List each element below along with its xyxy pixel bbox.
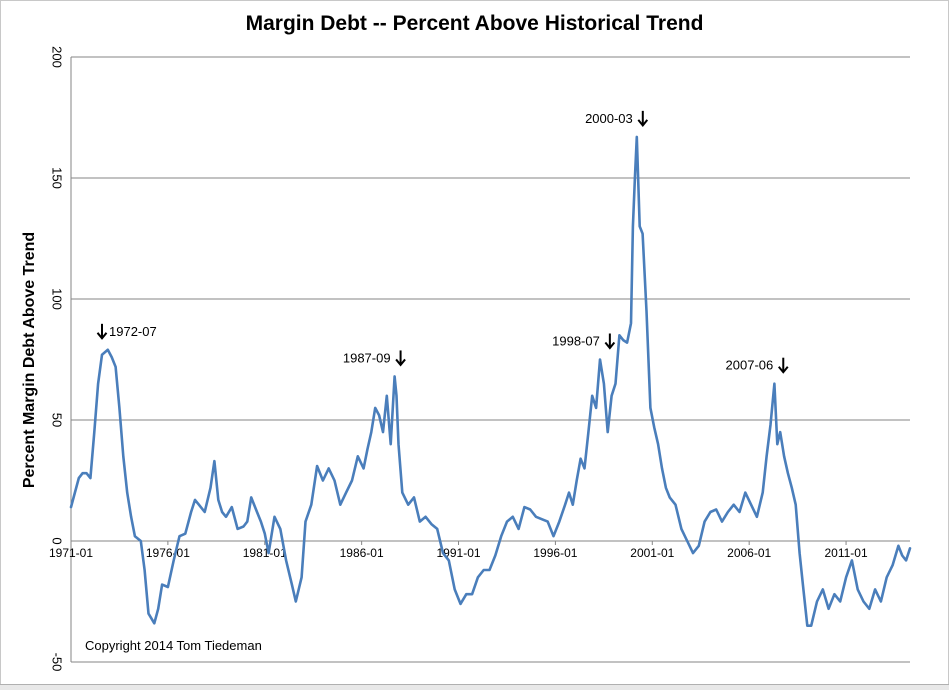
annotations: 1972-07 1987-09 1998-07 2000-03 2007-06 xyxy=(96,110,789,374)
copyright-text: Copyright 2014 Tom Tiedeman xyxy=(85,638,262,653)
x-tick-labels: 1971-01 1976-01 1981-01 1986-01 1991-01 1996-… xyxy=(49,541,868,560)
y-tick-label: -50 xyxy=(50,653,65,672)
grid-lines xyxy=(70,56,910,663)
annotation-2007-06: 2007-06 xyxy=(726,357,789,374)
annotation-label: 2007-06 xyxy=(726,358,774,373)
annotation-1987-09: 1987-09 xyxy=(343,350,406,367)
y-tick-label: 200 xyxy=(50,46,65,68)
annotation-label: 2000-03 xyxy=(585,111,633,126)
annotation-1972-07: 1972-07 xyxy=(96,323,157,340)
chart-title: Margin Debt -- Percent Above Historical … xyxy=(245,12,704,35)
x-tick-label: 1986-01 xyxy=(340,546,384,560)
arrow-head-icon xyxy=(96,332,108,340)
arrow-head-icon xyxy=(637,119,649,127)
y-tick-label: 150 xyxy=(50,167,65,189)
y-tick-label: 0 xyxy=(50,537,65,544)
arrow-head-icon xyxy=(604,341,616,350)
x-tick-label: 1976-01 xyxy=(146,546,190,560)
arrow-head-icon xyxy=(777,366,789,374)
x-tick-label: 1981-01 xyxy=(243,546,287,560)
x-tick-label: 1996-01 xyxy=(533,546,577,560)
y-tick-label: 100 xyxy=(50,288,65,310)
series-group xyxy=(69,135,912,628)
x-tick-label: 2006-01 xyxy=(727,546,771,560)
annotation-label: 1987-09 xyxy=(343,350,391,365)
y-tick-labels: 200 150 100 50 0 -50 xyxy=(50,46,65,671)
annotation-label: 1998-07 xyxy=(552,334,600,349)
sheet-tab-bar xyxy=(0,684,949,690)
x-tick-label: 1971-01 xyxy=(49,546,93,560)
y-tick-label: 50 xyxy=(50,413,65,427)
annotation-label: 1972-07 xyxy=(109,324,157,339)
x-tick-label: 2001-01 xyxy=(630,546,674,560)
annotation-2000-03: 2000-03 xyxy=(585,110,649,127)
series-line xyxy=(69,135,912,628)
annotation-1998-07: 1998-07 xyxy=(552,333,616,350)
x-tick-label: 2011-01 xyxy=(824,546,867,560)
x-tick-label: 1991-01 xyxy=(437,546,481,560)
arrow-head-icon xyxy=(395,358,406,367)
